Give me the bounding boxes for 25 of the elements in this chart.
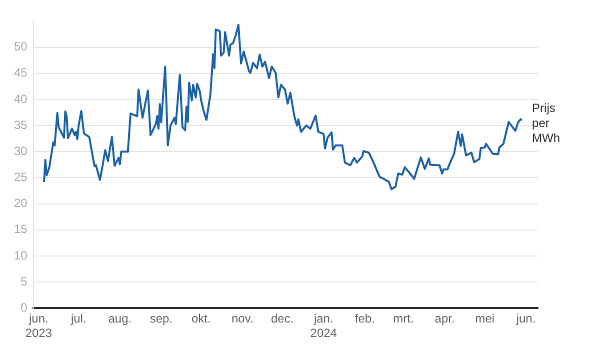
x-tick-label: mei bbox=[475, 312, 494, 326]
x-tick-label: sep. bbox=[150, 312, 173, 326]
y-tick-label: 45 bbox=[14, 66, 28, 80]
x-tick-label: okt. bbox=[191, 312, 211, 326]
y-tick-label: 0 bbox=[20, 300, 28, 315]
y-tick-label: 25 bbox=[14, 170, 28, 184]
y-tick-label: 40 bbox=[14, 92, 28, 106]
y-tick-label: 15 bbox=[14, 222, 28, 236]
y-tick-label: 20 bbox=[14, 196, 28, 210]
y-tick-label: 30 bbox=[14, 144, 28, 158]
x-tick-label: jan. 2024 bbox=[310, 312, 338, 340]
x-tick-label: aug. bbox=[108, 312, 132, 326]
series-label: Prijs per MWh bbox=[532, 101, 560, 146]
x-tick-label: dec. bbox=[271, 312, 294, 326]
y-tick-label: 10 bbox=[14, 248, 28, 262]
x-tick-label: nov. bbox=[232, 312, 254, 326]
x-tick-label: mrt. bbox=[393, 312, 414, 326]
x-tick-label: jun. bbox=[515, 312, 536, 326]
y-tick-label: 35 bbox=[14, 118, 28, 132]
x-tick-label: jul. bbox=[70, 312, 86, 326]
y-tick-label: 50 bbox=[14, 40, 28, 54]
x-tick-label: apr. bbox=[434, 312, 455, 326]
x-tick-label: jun. 2023 bbox=[25, 312, 52, 340]
y-tick-label: 5 bbox=[20, 274, 28, 288]
x-tick-label: feb. bbox=[354, 312, 375, 326]
